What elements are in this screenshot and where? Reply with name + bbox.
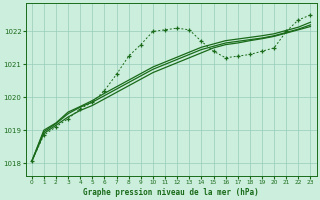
X-axis label: Graphe pression niveau de la mer (hPa): Graphe pression niveau de la mer (hPa) bbox=[83, 188, 259, 197]
